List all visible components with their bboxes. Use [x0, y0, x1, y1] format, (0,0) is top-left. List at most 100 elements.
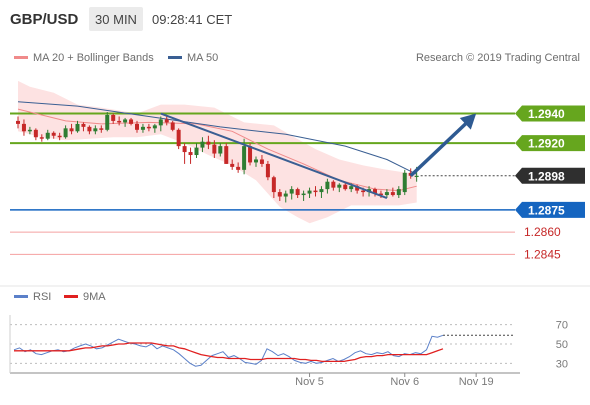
header-bar: [0, 0, 590, 36]
candle-body: [27, 129, 32, 132]
candle-body: [194, 147, 199, 156]
interval-label: 30 MIN: [95, 12, 137, 27]
x-tick-label: Nov 6: [390, 376, 419, 388]
legend-rsi-label: RSI: [33, 291, 51, 303]
rsi-ma-line: [14, 342, 444, 363]
candle-body: [224, 146, 229, 164]
candle-body: [45, 132, 50, 139]
candle-body: [129, 119, 134, 124]
legend-ma50-label: MA 50: [187, 52, 218, 64]
forecast-arrow-shaft: [409, 118, 472, 178]
candle-body: [105, 114, 110, 130]
candle-body: [218, 146, 223, 154]
candle-body: [16, 120, 20, 124]
candle-body: [313, 190, 318, 193]
candle-body: [158, 119, 163, 126]
interval-badge[interactable]: [89, 7, 143, 31]
candle-body: [373, 189, 377, 194]
candle-body: [337, 184, 342, 188]
level-label: 1.2875: [528, 203, 565, 217]
candle-body: [87, 126, 92, 132]
candle-body: [170, 122, 175, 130]
forecast-arrow-head: [459, 113, 477, 130]
candle-body: [236, 166, 241, 170]
legend-rsi-ma-label: 9MA: [83, 291, 106, 303]
candle-body: [146, 126, 151, 129]
level-label: 1.2898: [528, 169, 565, 183]
candle-body: [57, 135, 62, 138]
downtrend-line: [160, 112, 388, 199]
candle-body: [361, 190, 366, 193]
candle-body: [152, 125, 157, 129]
rsi-line: [13, 334, 444, 367]
level-badge: [515, 167, 585, 184]
legend-rsi-ma-swatch: [64, 295, 78, 298]
legend-bollinger-swatch: [14, 56, 28, 59]
rsi-plot: 70 50 30: [10, 320, 568, 370]
candle-body: [75, 123, 80, 132]
level-badge: [515, 105, 585, 122]
candle-body: [402, 172, 407, 193]
legend-ma50-swatch: [168, 56, 182, 59]
candle-body: [123, 119, 128, 123]
candle-body: [396, 189, 401, 196]
candle-body: [242, 146, 247, 170]
candle-body: [51, 132, 56, 136]
candle-body: [319, 189, 324, 193]
credit-label: Research © 2019 Trading Central: [416, 52, 580, 64]
candle-body: [69, 128, 74, 132]
candle-body: [206, 141, 211, 145]
price-plot: 1.2940 1.2920 1.2898 1.2875 1.2860 1.2845: [10, 80, 585, 261]
candle-body: [111, 114, 116, 121]
candle-body: [93, 128, 98, 132]
candle-body: [117, 120, 122, 123]
time-label: 09:28:41 CET: [152, 12, 232, 27]
candle-body: [325, 181, 330, 190]
candle-body: [390, 192, 395, 196]
bollinger-band-area: [18, 80, 417, 224]
candle-body: [188, 152, 193, 156]
x-tick-label: Nov 19: [459, 376, 494, 388]
candle-body: [176, 129, 181, 147]
level-label: 1.2940: [528, 107, 565, 121]
candle-body: [349, 186, 354, 190]
candle-body: [259, 159, 264, 164]
level-badge: [515, 201, 585, 218]
candle-body: [307, 190, 312, 194]
candle-body: [384, 192, 389, 196]
candle-body: [283, 193, 288, 197]
candle-body: [301, 193, 306, 196]
candle-body: [81, 123, 86, 127]
candle-body: [277, 192, 282, 197]
candle-body: [21, 123, 26, 132]
x-tick-label: Nov 5: [295, 376, 324, 388]
candle-body: [39, 137, 44, 139]
candle-body: [182, 146, 187, 153]
candle-body: [200, 141, 205, 148]
candle-body: [140, 126, 145, 130]
candle-body: [343, 184, 348, 190]
candle-body: [271, 177, 276, 193]
time-axis-ticks: Nov 5 Nov 6 Nov 19: [295, 373, 494, 388]
level-label: 1.2920: [528, 137, 565, 151]
candle-body: [289, 189, 294, 194]
level-badge: [515, 135, 585, 152]
candle-body: [164, 119, 169, 123]
candle-body: [99, 128, 104, 130]
candle-body: [265, 163, 270, 178]
candle-body: [295, 189, 300, 196]
level-label: 1.2860: [524, 225, 561, 239]
ma20-line: [17, 108, 417, 192]
symbol-label: GBP/USD: [10, 11, 79, 28]
candle-body: [33, 129, 38, 138]
candle-body: [230, 163, 235, 167]
rsi-tick-label: 50: [556, 339, 568, 351]
candle-body: [63, 128, 68, 138]
legend-bollinger-label: MA 20 + Bollinger Bands: [33, 52, 154, 64]
rsi-tick-label: 70: [556, 320, 568, 332]
candle-body: [414, 175, 419, 177]
level-label: 1.2845: [524, 247, 561, 261]
candle-body: [135, 123, 139, 130]
